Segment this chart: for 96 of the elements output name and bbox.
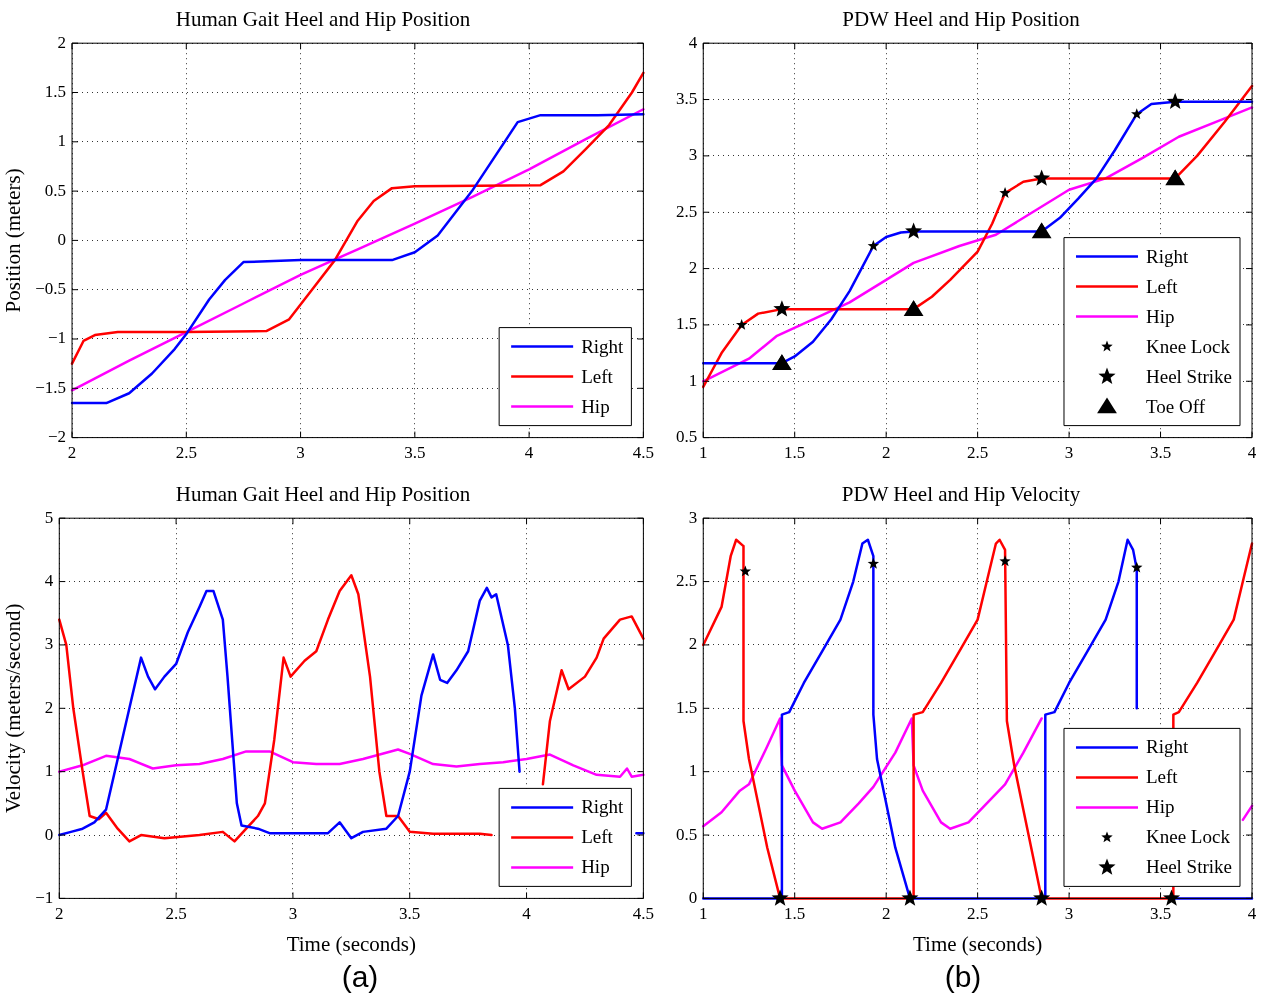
y-tick-label: 1 [688,370,698,390]
legend-label: Hip [581,856,610,878]
y-tick-label: 3.5 [676,89,698,109]
x-tick-label: 2.5 [165,904,187,924]
y-tick-label: 0.5 [44,180,67,200]
y-tick-label: 2.5 [676,571,698,591]
legend-label: Hip [1146,796,1175,818]
point [739,565,752,577]
point [1131,561,1143,573]
point [867,557,880,569]
y-tick-label: 1 [688,761,698,781]
legend-label: Right [1146,245,1189,267]
legend-label: Toe Off [1146,395,1206,417]
x-tick-label: 4 [524,443,534,463]
x-tick-label: 3.5 [1149,443,1172,463]
x-tick-label: 1.5 [784,443,806,463]
y-tick-label: 3 [44,634,54,654]
legend-label: Heel Strike [1146,856,1233,878]
point [771,889,789,906]
y-tick-label: 0 [688,887,698,907]
y-axis-title: Position (meters) [1,168,26,313]
y-tick-label: 1.5 [676,697,698,717]
point [901,889,919,906]
x-tick-label: 4 [522,904,532,924]
legend-label: Hip [1146,305,1175,327]
point [867,240,880,251]
y-tick-label: 1 [57,131,67,151]
y-axis-title: Velocity (meters/second) [1,603,26,813]
legend-label: Left [581,826,614,848]
legend-label: Right [1146,736,1189,758]
x-tick-label: 3.5 [404,443,426,463]
legend-label: Hip [581,395,610,417]
y-tick-label: 3 [688,507,698,527]
y-tick-label: −0.5 [35,279,67,299]
point [1162,889,1181,906]
text: (b) [943,960,983,994]
y-tick-label: 2 [44,697,54,717]
x-tick-label: 4.5 [632,443,654,463]
x-axis-title: Time (seconds) [286,931,416,956]
chart-title: PDW Heel and Hip Velocity [841,482,1081,507]
x-tick-label: 3.5 [1149,904,1172,924]
x-tick-label: 2.5 [967,904,989,924]
y-tick-label: −1.5 [35,377,67,397]
point [905,222,923,239]
x-tick-label: 4 [1247,904,1257,924]
x-tick-label: 3 [296,443,305,463]
y-tick-label: −1 [47,328,67,348]
point [1166,92,1184,110]
x-tick-label: 3 [288,904,298,924]
x-axis-title: Time (seconds) [912,931,1043,956]
x-tick-label: 3.5 [399,904,421,924]
point [735,318,748,330]
point [1131,108,1143,120]
x-tick-label: 1.5 [784,904,806,924]
chart-title: Human Gait Heel and Hip Position [175,7,471,32]
y-tick-label: 2.5 [676,201,698,221]
legend-label: Left [1146,275,1179,297]
y-tick-label: 1.5 [676,314,698,334]
point [773,300,791,317]
y-tick-label: 2 [688,634,698,654]
y-tick-label: 3 [688,145,698,165]
legend-label: Right [581,796,625,818]
y-tick-label: 4 [44,571,54,591]
point [1033,889,1051,906]
y-tick-label: 0 [44,824,54,844]
y-tick-label: 1.5 [44,81,67,101]
legend-label: Left [1146,766,1179,788]
legend-label: Right [581,335,625,357]
x-tick-label: 2.5 [967,443,989,463]
x-tick-label: 3 [1064,904,1074,924]
x-tick-label: 4.5 [632,904,654,924]
y-tick-label: 0 [57,229,67,249]
y-tick-label: −1 [35,887,54,907]
point [1033,169,1051,186]
y-tick-label: 2 [688,258,698,278]
legend-label: Left [581,365,614,387]
point [999,555,1011,567]
x-tick-label: 2 [881,443,891,463]
y-tick-label: 4 [688,32,698,52]
y-tick-label: 5 [44,507,54,527]
y-tick-label: 2 [57,32,67,52]
legend-label: Knee Lock [1146,335,1231,357]
x-tick-label: 3 [1064,443,1074,463]
x-tick-label: 2 [881,904,891,924]
legend-label: Knee Lock [1146,826,1231,848]
y-tick-label: 1 [44,761,54,781]
y-tick-label: −2 [47,427,67,447]
text: (a) [340,960,380,994]
chart-title: PDW Heel and Hip Position [842,7,1081,32]
x-tick-label: 2.5 [175,443,197,463]
point [999,187,1011,198]
legend-label: Heel Strike [1146,365,1233,387]
x-tick-label: 4 [1247,443,1257,463]
chart-title: Human Gait Heel and Hip Position [175,482,471,507]
y-tick-label: 0.5 [676,427,698,447]
y-tick-label: 0.5 [676,824,698,844]
